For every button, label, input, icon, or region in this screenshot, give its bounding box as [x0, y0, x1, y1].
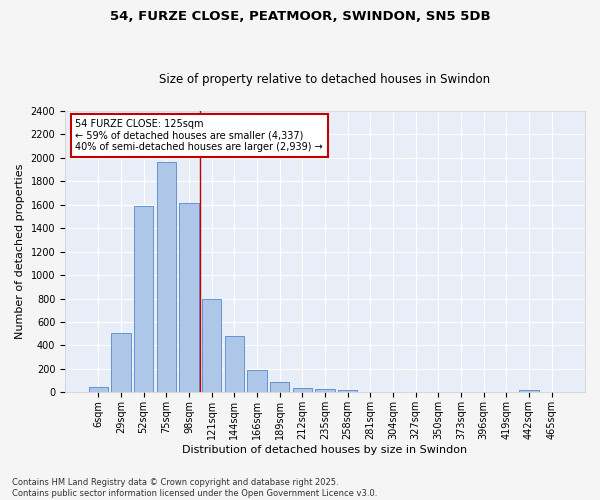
Bar — [157, 162, 176, 392]
Bar — [179, 204, 199, 392]
Text: 54, FURZE CLOSE, PEATMOOR, SWINDON, SN5 5DB: 54, FURZE CLOSE, PEATMOOR, SWINDON, SN5 … — [110, 10, 490, 23]
X-axis label: Distribution of detached houses by size in Swindon: Distribution of detached houses by size … — [182, 445, 467, 455]
Title: Size of property relative to detached houses in Swindon: Size of property relative to detached ho… — [160, 73, 491, 86]
Bar — [520, 390, 539, 392]
Bar — [247, 370, 266, 392]
Bar — [202, 298, 221, 392]
Bar — [224, 336, 244, 392]
Bar — [134, 206, 153, 392]
Bar — [270, 382, 289, 392]
Bar — [293, 388, 312, 392]
Y-axis label: Number of detached properties: Number of detached properties — [15, 164, 25, 340]
Text: 54 FURZE CLOSE: 125sqm
← 59% of detached houses are smaller (4,337)
40% of semi-: 54 FURZE CLOSE: 125sqm ← 59% of detached… — [76, 119, 323, 152]
Bar — [89, 386, 108, 392]
Bar — [316, 390, 335, 392]
Bar — [338, 390, 358, 392]
Text: Contains HM Land Registry data © Crown copyright and database right 2025.
Contai: Contains HM Land Registry data © Crown c… — [12, 478, 377, 498]
Bar — [112, 332, 131, 392]
